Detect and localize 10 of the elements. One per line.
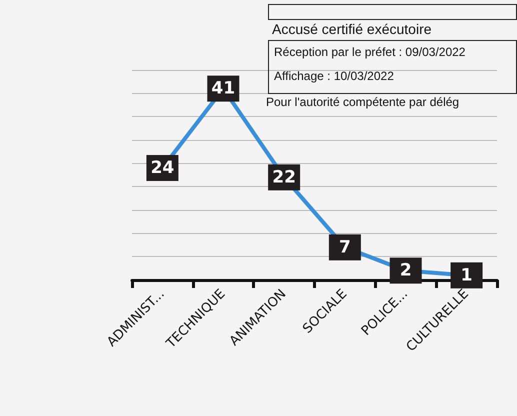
- data-label: 22: [272, 167, 296, 188]
- data-label: 24: [150, 158, 174, 178]
- text: Réception par le préfet : 09/03/2022: [274, 45, 466, 59]
- annotation: Pour l'autorité compétente par délég: [266, 95, 460, 109]
- annotation: Affichage : 10/03/2022: [274, 69, 394, 83]
- text: Accusé certifié exécutoire: [272, 21, 432, 37]
- data-label: 7: [338, 237, 351, 258]
- data-label: 41: [211, 78, 236, 99]
- data-label: 1: [460, 265, 473, 286]
- data-label: 2: [400, 260, 412, 281]
